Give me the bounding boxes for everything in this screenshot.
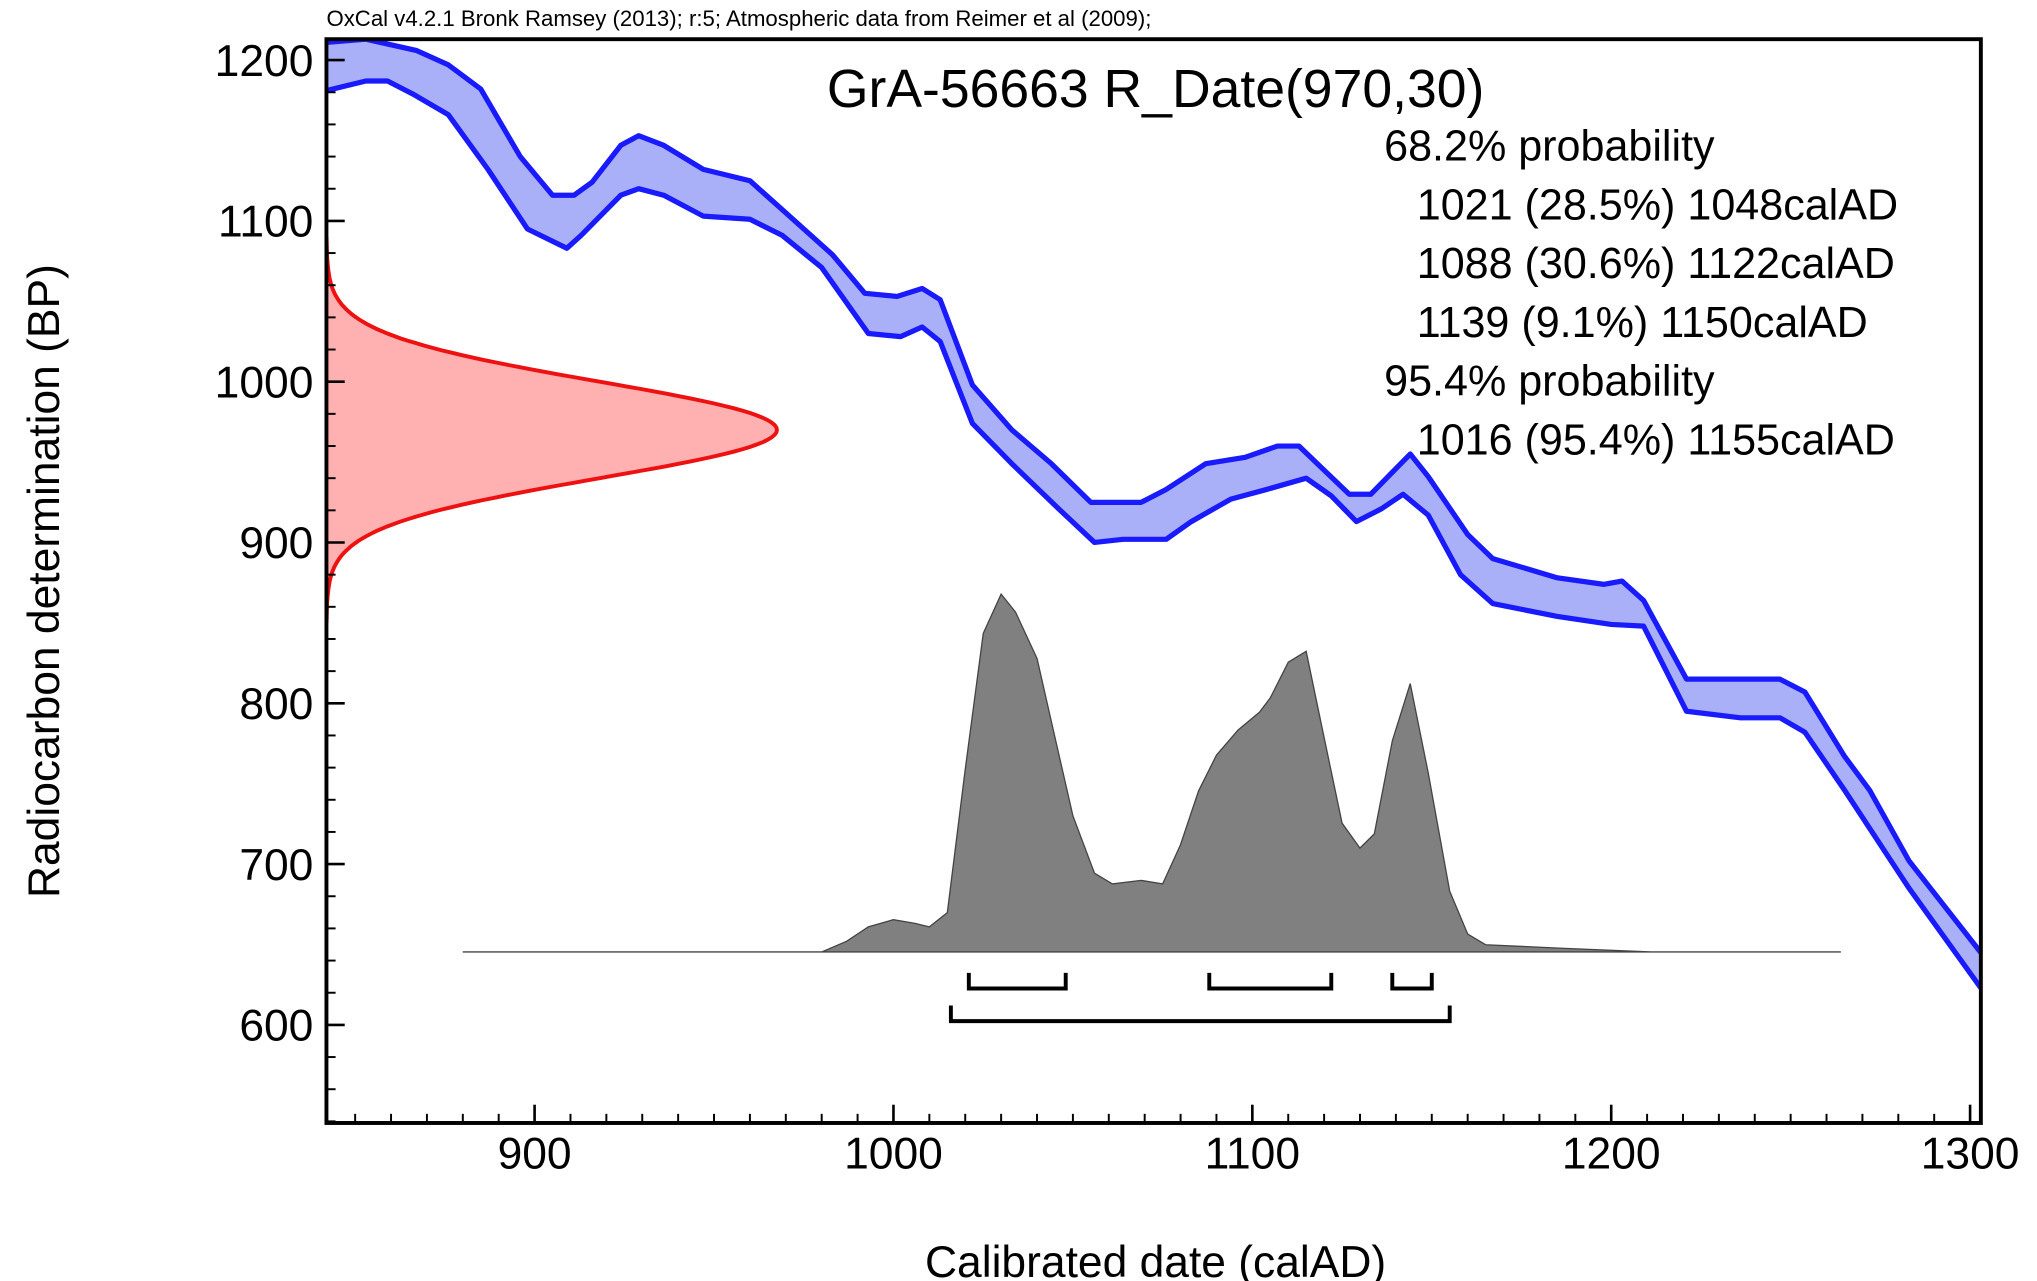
range-label: 1088 (30.6%) 1122calAD [1417,240,1895,288]
chart-title: GrA-56663 R_Date(970,30) [827,60,1484,119]
plot-area [326,39,1981,990]
calibration-upper [326,39,1981,955]
range-bracket [948,1005,1452,1024]
range-bracket [1207,972,1334,991]
calibration-band [326,39,1981,988]
x-axis-title: Calibrated date (calAD) [925,1238,1386,1281]
range-level: 95.4% probability [1384,358,1715,406]
range-label: 1021 (28.5%) 1048calAD [1417,181,1898,229]
range-level: 68.2% probability [1384,123,1715,171]
range-label: 1016 (95.4%) 1155calAD [1417,416,1895,464]
x-tick-label: 1100 [1205,1130,1300,1179]
y-tick-label: 700 [239,841,313,890]
calibration-lower [326,78,1981,990]
plot-frame [324,37,1983,1125]
x-tick-label: 1200 [1562,1130,1661,1179]
y-tick-label: 1200 [215,37,314,86]
y-axis-title: Radiocarbon determination (BP) [20,264,69,898]
header: OxCal v4.2.1 Bronk Ramsey (2013); r:5; A… [326,6,1151,31]
axes: 600 700 800 900 1000 1100 1200 900 1000 1100 1200 1… [215,37,2020,1179]
y-tick-label: 1000 [215,358,314,407]
y-tick-label: 1100 [218,198,313,247]
y-tick-label: 800 [239,680,313,729]
x-tick-label: 1000 [844,1130,943,1179]
measurement-line [326,237,779,623]
range-bracket [966,972,1068,991]
posterior [462,592,1841,953]
y-tick-label: 900 [239,519,313,568]
range-label: 1139 (9.1%) 1150calAD [1417,299,1868,347]
y-tick-label: 600 [239,1002,313,1051]
measurement-fill [326,237,777,623]
x-tick-label: 1300 [1921,1130,2020,1179]
x-tick-label: 900 [498,1130,572,1179]
range-bracket [1390,972,1434,991]
